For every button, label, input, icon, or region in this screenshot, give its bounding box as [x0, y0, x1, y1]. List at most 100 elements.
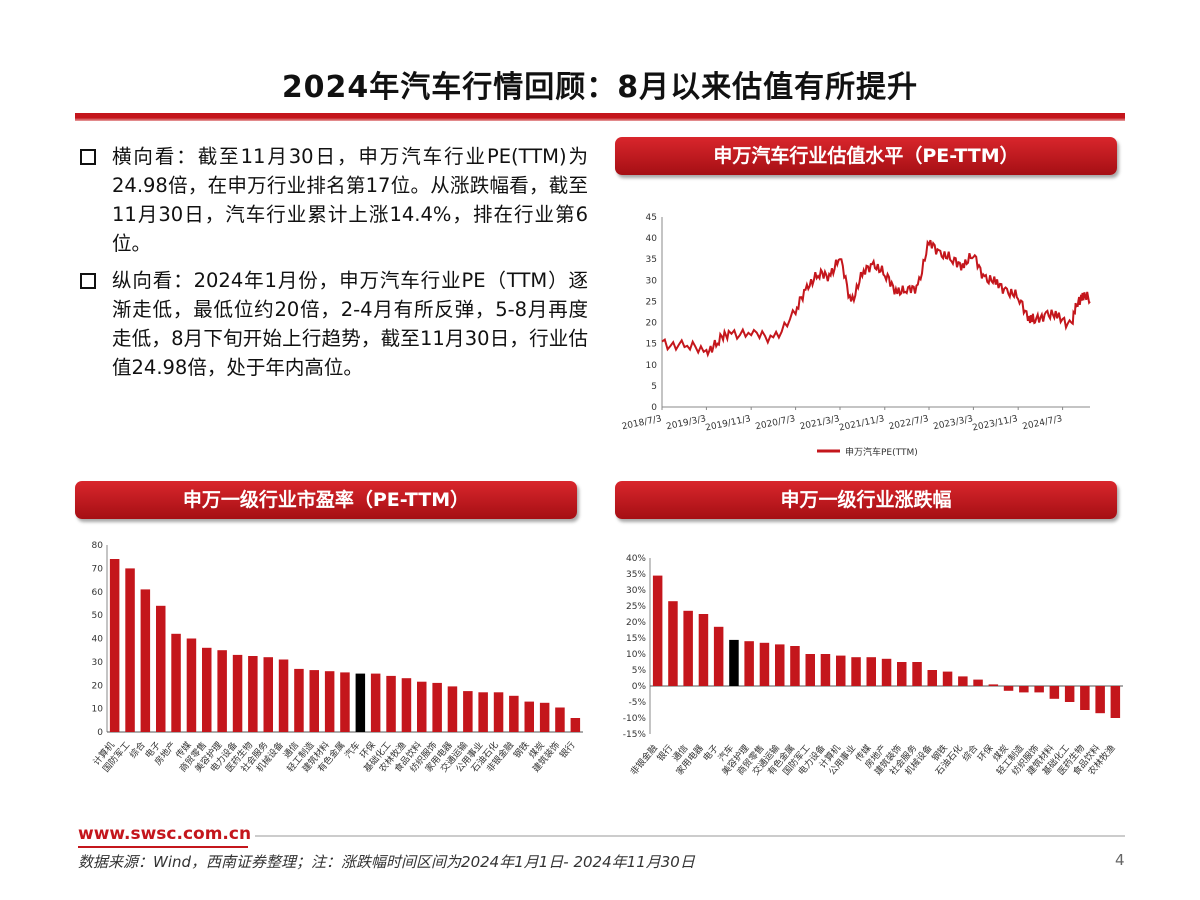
- x-tick-label: 2019/3/3: [665, 414, 707, 432]
- bar: [248, 656, 258, 732]
- bar: [881, 658, 892, 686]
- bar: [539, 702, 550, 732]
- x-tick-label: 2018/7/3: [621, 414, 663, 432]
- y-tick-label: 20%: [626, 618, 646, 628]
- bar: [109, 559, 120, 732]
- y-tick-label: 15: [646, 340, 657, 350]
- bar: [759, 642, 770, 686]
- y-tick-label: 50: [92, 611, 104, 621]
- y-tick-label: 20: [646, 319, 658, 329]
- y-tick-label: 5%: [632, 666, 647, 676]
- bar: [202, 647, 212, 732]
- x-tick-label: 汽车: [342, 739, 363, 761]
- y-tick-label: 25%: [626, 602, 646, 612]
- footer-url[interactable]: www.swsc.com.cn: [78, 824, 252, 844]
- bar: [401, 678, 412, 732]
- y-tick-label: 0: [651, 403, 657, 413]
- bar: [1095, 686, 1105, 714]
- bar: [1110, 686, 1121, 718]
- y-tick-label: 10: [646, 361, 658, 371]
- x-tick-label: 2023/3/3: [932, 414, 974, 432]
- x-tick-label: 2021/3/3: [799, 414, 841, 432]
- y-tick-label: 60: [92, 588, 104, 598]
- bar: [942, 671, 953, 686]
- bar: [309, 670, 319, 732]
- y-tick-label: 35: [646, 255, 657, 265]
- bar: [866, 657, 876, 686]
- bar: [775, 644, 785, 686]
- x-tick-label: 2023/11/3: [972, 414, 1019, 433]
- x-tick-label: 综合: [127, 739, 148, 761]
- y-tick-label: 0: [97, 728, 103, 738]
- bar: [988, 684, 999, 686]
- bar: [1019, 686, 1029, 693]
- bullet-text: 纵向看：2024年1月份，申万汽车行业PE（TTM）逐渐走低，最低位约20倍，2…: [112, 269, 588, 379]
- legend-label: 申万汽车PE(TTM): [845, 446, 918, 458]
- pe-ttm-line-chart: 0 5 10 15 20 25 30 35 40 45 2018/7/3 2019/3/32019/1…: [621, 213, 1091, 458]
- x-tick-label: 2024/7/3: [1022, 414, 1064, 432]
- y-tick-label: 70: [92, 564, 104, 574]
- bar: [140, 589, 151, 732]
- footer-source-note: 数据来源：Wind，西南证券整理；注：涨跌幅时间区间为2024年1月1日- 20…: [78, 853, 695, 871]
- bar: [820, 654, 831, 686]
- bar: [555, 707, 565, 732]
- y-tick-label: 25: [646, 297, 657, 307]
- bar: [698, 614, 709, 686]
- pe-line-panel-header: 申万汽车行业估值水平（PE-TTM）: [615, 137, 1117, 175]
- y-tick-label: 35%: [626, 570, 646, 580]
- bar: [836, 655, 846, 686]
- bar: [790, 646, 800, 686]
- y-tick-label: -10%: [623, 714, 647, 724]
- footer-accent-divider: [78, 846, 248, 848]
- pe-ttm-bar-chart: 01020304050607080计算机国防军工综合电子房地产传媒商贸零售美容护…: [90, 541, 583, 775]
- bar: [1003, 686, 1014, 691]
- bar: [744, 641, 754, 686]
- x-tick-label: 银行: [654, 742, 675, 764]
- y-tick-label: -5%: [628, 698, 646, 708]
- bar: [417, 681, 427, 732]
- return-bar-chart: -15% -10% -5% 0% 5% 10% 15% 20% 25% 30% 35% 40% 非银金融…: [623, 554, 1123, 778]
- x-tick-label: 2019/11/3: [705, 414, 752, 433]
- y-tick-label: 40: [646, 234, 658, 244]
- bar: [958, 676, 968, 686]
- y-tick-label: 80: [92, 541, 104, 551]
- bar: [217, 650, 227, 732]
- bar: [232, 654, 243, 732]
- bar: [851, 657, 861, 686]
- bar: [340, 672, 350, 732]
- bar: [683, 610, 693, 686]
- y-tick-label: 30%: [626, 586, 646, 596]
- bullet-item: 横向看：截至11月30日，申万汽车行业PE(TTM)为24.98倍，在申万行业排…: [78, 142, 588, 258]
- y-tick-label: 15%: [626, 634, 646, 644]
- bar: [125, 568, 135, 732]
- pe-bar-panel-header: 申万一级行业市盈率（PE-TTM）: [75, 481, 577, 519]
- bar: [1080, 686, 1090, 710]
- x-tick-label: 银行: [557, 739, 578, 761]
- y-tick-label: -15%: [623, 730, 647, 740]
- bar: [509, 695, 519, 732]
- x-tick-label: 2022/7/3: [888, 414, 930, 432]
- bullet-list: 横向看：截至11月30日，申万汽车行业PE(TTM)为24.98倍，在申万行业排…: [78, 142, 588, 390]
- y-tick-label: 10%: [626, 650, 646, 660]
- bullet-text: 横向看：截至11月30日，申万汽车行业PE(TTM)为24.98倍，在申万行业排…: [112, 145, 588, 255]
- bar: [729, 639, 739, 686]
- bar: [1049, 686, 1060, 699]
- bar: [370, 673, 381, 732]
- bar: [652, 575, 663, 686]
- bar: [1034, 686, 1044, 693]
- x-tick-label: 2020/7/3: [755, 414, 797, 432]
- x-tick-label: 钢铁: [511, 739, 532, 761]
- y-tick-label: 0%: [632, 682, 647, 692]
- square-bullet-icon: [80, 273, 96, 289]
- bar: [432, 682, 442, 732]
- bar: [713, 626, 724, 686]
- bar: [912, 662, 922, 686]
- x-tick-label: 环保: [975, 742, 996, 764]
- page-number: 4: [1115, 851, 1125, 869]
- bar: [1064, 686, 1075, 702]
- square-bullet-icon: [80, 149, 96, 165]
- bar: [156, 605, 166, 732]
- bar: [973, 679, 983, 686]
- footer-divider: [255, 835, 1125, 837]
- bar: [294, 668, 304, 732]
